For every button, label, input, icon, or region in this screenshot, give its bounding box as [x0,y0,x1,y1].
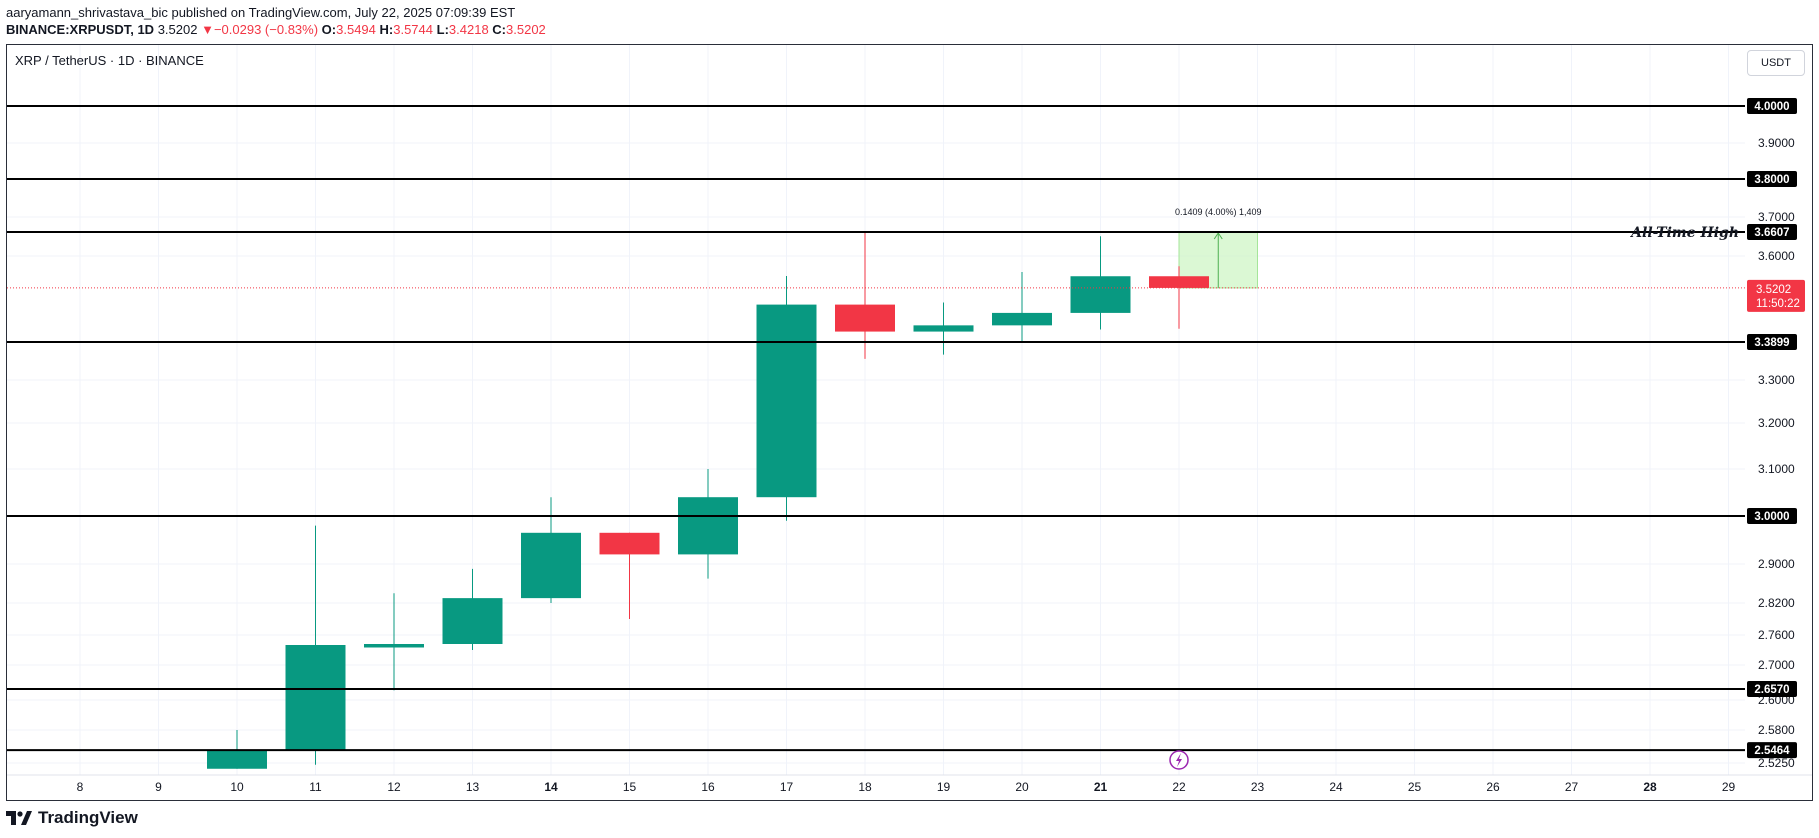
y-tick-label: 2.7000 [1758,658,1795,672]
y-tick-label: 2.9000 [1758,557,1795,571]
footer-brand-label: TradingView [38,808,138,827]
y-tick-label: 2.7600 [1758,628,1795,642]
candle-body[interactable] [1070,276,1131,313]
all-time-high-label: All-Time High [1629,225,1739,241]
x-tick-label: 11 [309,780,322,794]
x-tick-label: 24 [1329,780,1343,794]
currency-button[interactable]: USDT [1747,50,1805,76]
level-price-label: 2.6570 [1754,684,1789,696]
candle-body[interactable] [1149,276,1209,288]
y-tick-label: 3.1000 [1758,462,1795,476]
x-tick-label: 23 [1251,780,1265,794]
current-price-tag [1747,279,1805,312]
x-tick-label: 16 [701,780,715,794]
y-tick-label: 2.5250 [1758,756,1795,770]
y-tick-label: 2.8200 [1758,596,1795,610]
x-tick-label: 28 [1643,780,1657,794]
y-tick-label: 3.9000 [1758,136,1795,150]
candle-body[interactable] [913,325,974,332]
high-value: 3.5744 [393,22,433,37]
x-tick-label: 20 [1015,780,1029,794]
lightning-icon [1176,753,1182,767]
x-tick-label: 27 [1565,780,1579,794]
x-tick-label: 8 [77,780,84,794]
close-value: 3.5202 [506,22,546,37]
chart-title: XRP / TetherUS · 1D · BINANCE [15,53,204,68]
level-price-label: 3.0000 [1754,511,1789,523]
measure-label: 0.1409 (4.00%) 1,409 [1175,207,1262,217]
x-tick-label: 12 [387,780,401,794]
y-tick-label: 2.5800 [1758,723,1795,737]
last-price: 3.5202 [157,22,198,37]
candle-body[interactable] [442,598,503,644]
candle-body[interactable] [285,645,346,751]
x-tick-label: 10 [230,780,244,794]
level-price-tag [1747,334,1797,350]
x-tick-label: 21 [1094,780,1108,794]
x-tick-label: 29 [1722,780,1736,794]
publish-line: aaryamann_shrivastava_bic published on T… [6,5,516,20]
candle-body[interactable] [599,532,660,555]
countdown-label: 11:50:22 [1756,298,1800,310]
candle-body[interactable] [835,304,895,332]
open-value: 3.5494 [336,22,376,37]
level-price-tag [1747,508,1797,524]
x-tick-label: 14 [544,780,558,794]
level-price-label: 2.5464 [1754,745,1790,757]
level-price-tag [1747,681,1797,697]
level-price-label: 3.6607 [1754,227,1789,239]
symbol-label: BINANCE:XRPUSDT, 1D [6,22,155,37]
x-tick-label: 17 [780,780,794,794]
level-price-tag [1747,171,1797,187]
x-tick-label: 9 [155,780,162,794]
candle-body[interactable] [521,532,581,599]
level-price-tag [1747,224,1797,240]
candle-body[interactable] [207,750,267,769]
candle-body[interactable] [992,312,1052,326]
level-price-tag [1747,98,1797,114]
level-price-label: 3.3899 [1754,337,1789,349]
candle-body[interactable] [364,644,424,648]
x-tick-label: 26 [1486,780,1500,794]
x-tick-label: 25 [1408,780,1422,794]
current-price-label: 3.5202 [1756,284,1791,296]
low-value: 3.4218 [448,22,489,37]
y-tick-label: 3.7000 [1758,210,1795,224]
level-price-label: 4.0000 [1754,101,1789,113]
x-tick-label: 22 [1172,780,1186,794]
footer-brand: TradingView [6,808,138,828]
down-arrow-icon: ▼ [201,22,214,37]
change-value: −0.0293 (−0.83%) [213,22,319,37]
header: aaryamann_shrivastava_bic published on T… [6,4,546,38]
x-tick-label: 19 [937,780,951,794]
level-price-tag [1747,742,1797,759]
y-tick-label: 3.6000 [1758,249,1795,263]
candle-body[interactable] [678,497,738,555]
candle-body[interactable] [756,304,817,498]
ohlc-line: BINANCE:XRPUSDT, 1D 3.5202 ▼−0.0293 (−0.… [6,22,546,37]
y-tick-label: 3.2000 [1758,416,1795,430]
y-tick-label: 3.3000 [1758,373,1795,387]
x-tick-label: 13 [466,780,480,794]
x-tick-label: 18 [858,780,872,794]
tradingview-logo-icon [6,811,32,825]
level-price-label: 3.8000 [1754,174,1789,186]
x-tick-label: 15 [623,780,637,794]
